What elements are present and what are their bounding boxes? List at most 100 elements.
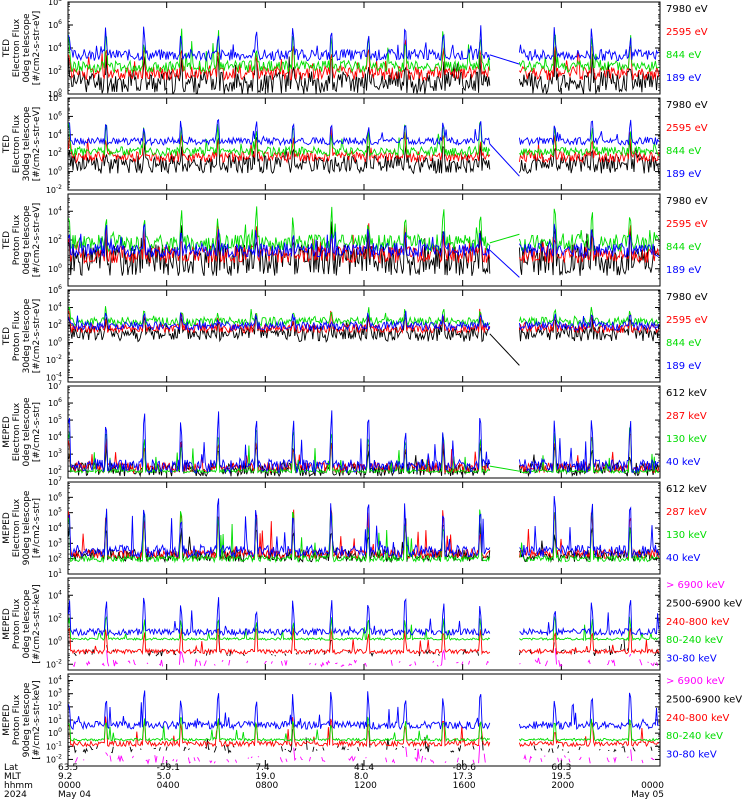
series-line bbox=[68, 716, 660, 749]
legend-entry: 2500-6900 keV bbox=[666, 598, 742, 609]
y-axis-label: MEPED bbox=[2, 512, 12, 544]
x-tick-hhmm: 1200 bbox=[354, 781, 377, 791]
legend-entry: 240-800 keV bbox=[666, 617, 730, 628]
legend-entry: 844 eV bbox=[666, 338, 701, 349]
y-axis-label: Electron Flux bbox=[12, 402, 22, 461]
y-tick-label: 103 bbox=[48, 448, 62, 459]
y-axis-label: [#/cm2-s-str-eV] bbox=[32, 11, 42, 86]
gap-line bbox=[489, 465, 520, 472]
y-tick-label: 108 bbox=[48, 0, 62, 7]
y-tick-label: 102 bbox=[48, 319, 62, 330]
y-tick-label: 102 bbox=[48, 234, 62, 245]
y-axis-label: [#/cm2-s-str-eV] bbox=[32, 107, 42, 182]
x-row-label: MLT bbox=[4, 772, 22, 782]
y-tick-label: 104 bbox=[48, 129, 62, 140]
legend-entry: 844 eV bbox=[666, 242, 701, 253]
y-axis-label: 0deg telescope bbox=[22, 589, 32, 659]
y-axis-label: 0deg telescope bbox=[22, 397, 32, 467]
legend-entry: 7980 eV bbox=[666, 100, 708, 111]
panel-frame bbox=[67, 577, 661, 671]
legend-entry: 2595 eV bbox=[666, 315, 708, 326]
series-line bbox=[68, 25, 660, 62]
legend-entry: 130 keV bbox=[666, 434, 707, 445]
y-tick-label: 104 bbox=[48, 431, 62, 442]
legend-entry: 30-80 keV bbox=[666, 750, 717, 761]
legend-entry: 7980 eV bbox=[666, 4, 708, 15]
x-tick-hhmm: 0000 bbox=[641, 781, 664, 791]
y-tick-label: 108 bbox=[48, 92, 62, 103]
legend-entry: 40 keV bbox=[666, 457, 700, 468]
x-tick-lat: 66.3 bbox=[551, 763, 571, 773]
series-line bbox=[68, 223, 660, 259]
y-tick-label: 104 bbox=[48, 302, 62, 313]
panel-3: 100 102 104 TED Proton Flux 0deg telescope [#/… bbox=[2, 193, 708, 287]
y-axis-label: Proton Flux bbox=[12, 310, 22, 361]
y-tick-label: 102 bbox=[48, 465, 62, 476]
x-tick-mlt: 8.0 bbox=[354, 772, 369, 782]
series-line bbox=[68, 118, 660, 147]
y-tick-label: 103 bbox=[48, 537, 62, 548]
y-tick-label: 100 bbox=[48, 337, 62, 348]
series-line bbox=[68, 616, 659, 642]
y-tick-label: 104 bbox=[48, 589, 62, 600]
series-line bbox=[68, 39, 660, 82]
y-tick-label: 10-2 bbox=[46, 184, 62, 195]
legend-entry: 2500-6900 keV bbox=[666, 694, 742, 705]
gap-line bbox=[489, 333, 520, 366]
y-tick-label: 106 bbox=[48, 284, 62, 295]
y-tick-label: 105 bbox=[48, 507, 62, 518]
x-tick-hhmm: 1600 bbox=[453, 781, 476, 791]
y-tick-label: 103 bbox=[48, 688, 62, 699]
x-tick-mlt: 9.2 bbox=[58, 772, 72, 782]
y-axis-label: [#/cm2-s-str] bbox=[32, 402, 42, 462]
y-tick-label: 101 bbox=[48, 714, 62, 725]
series-line bbox=[68, 690, 659, 731]
x-tick-mlt: 19.5 bbox=[551, 772, 571, 782]
panel-frame bbox=[67, 97, 661, 191]
x-tick-hhmm: 0000 bbox=[58, 781, 81, 791]
x-tick-lat: 63.5 bbox=[58, 763, 78, 773]
y-axis-label: MEPED bbox=[2, 416, 12, 448]
y-tick-label: 104 bbox=[48, 42, 62, 53]
x-tick-lat: -59.1 bbox=[157, 763, 180, 773]
y-tick-label: 106 bbox=[48, 19, 62, 30]
panel-5: 102 103 104 105 106 107 MEPED Electron Flux 0deg… bbox=[2, 380, 707, 479]
legend-entry: > 6900 keV bbox=[666, 676, 725, 687]
legend-entry: 40 keV bbox=[666, 553, 700, 564]
legend-entry: 80-240 keV bbox=[666, 731, 723, 742]
x-tick-mlt: 17.3 bbox=[453, 772, 473, 782]
y-axis-label: 30deg telescope bbox=[22, 298, 32, 373]
panel-frame bbox=[67, 481, 661, 575]
series-line bbox=[68, 310, 660, 333]
series-line bbox=[68, 28, 660, 74]
y-tick-label: 104 bbox=[48, 675, 62, 686]
x-tick-lat: -80.6 bbox=[453, 763, 477, 773]
y-tick-label: 107 bbox=[48, 476, 62, 487]
y-tick-label: 102 bbox=[48, 612, 62, 623]
panel-6: 101 102 103 104 105 106 107 MEPED Electron Flux 9… bbox=[2, 476, 707, 579]
y-tick-label: 10-2 bbox=[46, 658, 62, 669]
y-tick-label: 106 bbox=[48, 397, 62, 408]
y-axis-label: [#/cm2-s-str] bbox=[32, 498, 42, 558]
x-tick-hhmm: 0800 bbox=[255, 781, 278, 791]
y-axis-label: [#/cm2-s-str-keV] bbox=[32, 680, 42, 759]
panel-4: 10-4 10-2 100 102 104 106 TED Proton Flux 30deg … bbox=[2, 284, 708, 383]
y-axis-label: TED bbox=[2, 327, 12, 346]
series-line bbox=[68, 597, 660, 637]
legend-entry: 612 keV bbox=[666, 388, 707, 399]
gap-line bbox=[489, 249, 520, 278]
series-line bbox=[68, 122, 660, 158]
panel-7: 10-2 100 102 104 MEPED Proton Flux 0deg telesc… bbox=[2, 577, 742, 671]
panel-8: 10-2 10-1 100 101 102 103 104 MEPED Proton Flux 9… bbox=[2, 673, 742, 767]
x-tick-lat: 7.4 bbox=[255, 763, 270, 773]
y-axis-label: TED bbox=[2, 231, 12, 250]
y-axis-label: TED bbox=[2, 39, 12, 58]
y-tick-label: 105 bbox=[48, 414, 62, 425]
y-tick-label: 104 bbox=[48, 522, 62, 533]
panel-frame bbox=[67, 289, 661, 383]
y-tick-label: 10-1 bbox=[46, 740, 62, 751]
series-line bbox=[68, 627, 660, 656]
y-axis-label: Proton Flux bbox=[12, 694, 22, 745]
y-tick-label: 104 bbox=[48, 205, 62, 216]
